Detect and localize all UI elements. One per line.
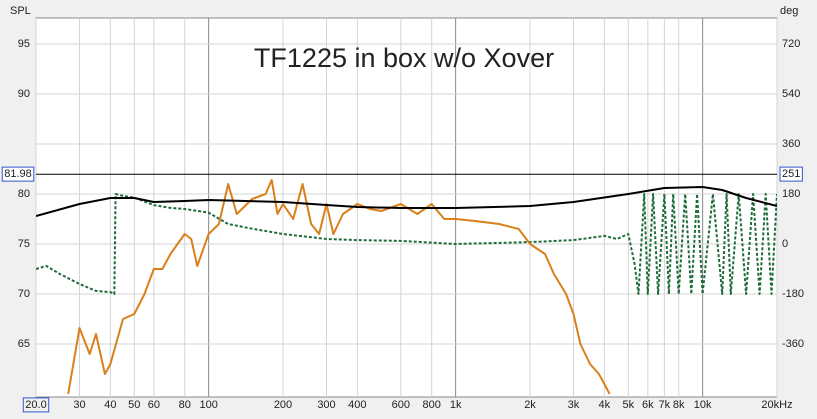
y2-tick-label: 540 [782, 88, 800, 100]
series-line [36, 193, 777, 295]
x-tick-label: 20.0 [25, 399, 46, 411]
y2-tick-label: 0 [782, 238, 788, 250]
grid [35, 18, 778, 397]
x-tick-label: 20kHz [761, 399, 792, 411]
x-tick-label: 800 [423, 399, 441, 411]
x-tick-label: 2k [524, 399, 536, 411]
cursor-label-box [779, 166, 803, 182]
y-tick-label: 65 [18, 338, 30, 350]
y-tick-label: 70 [18, 288, 30, 300]
x-tick-label: 8k [673, 399, 685, 411]
x-tick-label: 60 [148, 399, 160, 411]
y-tick-label: 80 [18, 188, 30, 200]
y2-tick-label: 180 [782, 188, 800, 200]
y-tick-label: 75 [18, 238, 30, 250]
x-tick-label: 600 [392, 399, 410, 411]
chart-title: TF1225 in box w/o Xover [254, 43, 554, 73]
y-axis-label: SPL [10, 5, 31, 17]
x-tick-label: 7k [659, 399, 671, 411]
x-tick-label: 5k [622, 399, 634, 411]
cursor-label-box [1, 166, 35, 182]
y2-tick-label: 360 [782, 138, 800, 150]
y-tick-label: 90 [18, 88, 30, 100]
cursor-label: 251 [782, 168, 800, 180]
x-tick-label: 400 [348, 399, 366, 411]
x-tick-label-box [22, 397, 50, 413]
y-tick-label: 95 [18, 38, 30, 50]
y2-tick-label: -360 [782, 338, 804, 350]
y2-tick-label: -180 [782, 288, 804, 300]
x-tick-label: 80 [179, 399, 191, 411]
x-tick-label: 30 [73, 399, 85, 411]
x-tick-label: 6k [642, 399, 654, 411]
y2-axis-label: deg [780, 5, 798, 17]
series-line [36, 186, 777, 217]
x-tick-label: 10k [694, 399, 712, 411]
x-tick-label: 200 [274, 399, 292, 411]
cursor-label: 81.98 [4, 168, 32, 180]
x-tick-label: 100 [199, 399, 217, 411]
x-tick-label: 300 [317, 399, 335, 411]
x-tick-label: 4k [599, 399, 611, 411]
x-tick-label: 40 [104, 399, 116, 411]
y2-tick-label: 720 [782, 38, 800, 50]
x-tick-label: 50 [128, 399, 140, 411]
x-tick-label: 1k [450, 399, 462, 411]
series-group [36, 179, 777, 395]
x-tick-label: 3k [568, 399, 580, 411]
